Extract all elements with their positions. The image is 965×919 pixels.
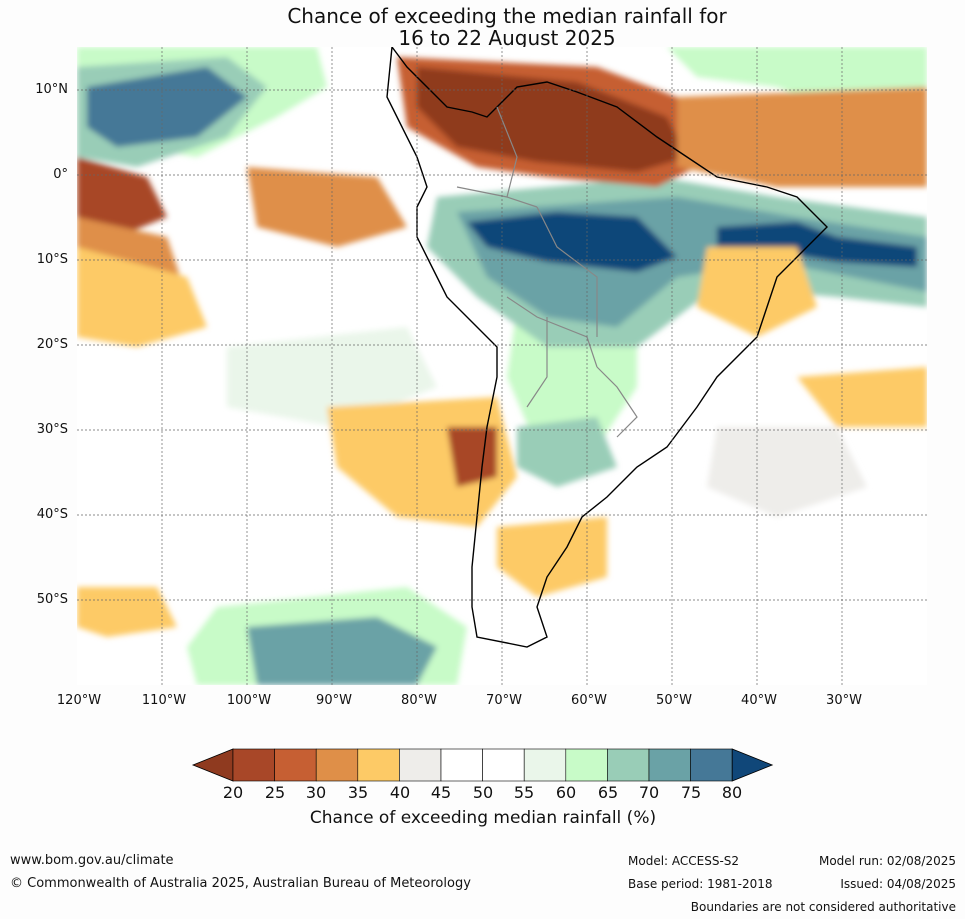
zone-yellow-pacific [77, 247, 207, 347]
zone-teal-south [247, 617, 437, 685]
colorbar-bin [482, 748, 525, 782]
colorbar-bin [607, 748, 650, 782]
lat-label-30s: 30°S [36, 422, 68, 437]
south-america-coastline [386, 47, 828, 648]
zone-orange-atlantic [677, 87, 927, 187]
map-title-line1: Chance of exceeding the median rainfall … [287, 4, 727, 28]
lon-label-90w: 90°W [316, 693, 352, 708]
zone-blue-north [87, 67, 247, 147]
colorbar-tick-70: 70 [638, 783, 660, 802]
lat-label-40s: 40°S [36, 507, 68, 522]
lon-label-50w: 50°W [656, 693, 692, 708]
colorbar-tick-45: 45 [430, 783, 452, 802]
colorbar-bin [315, 748, 359, 782]
footer-model-run: Model run: 02/08/2025 [818, 854, 956, 868]
colorbar-tick-35: 35 [347, 783, 369, 802]
lon-label-70w: 70°W [486, 693, 522, 708]
lon-label-80w: 80°W [401, 693, 437, 708]
zone-teal-central [517, 417, 617, 487]
colorbar [191, 748, 774, 782]
footer-issued: Issued: 04/08/2025 [840, 877, 956, 891]
lat-label-10n: 10°N [35, 82, 68, 97]
country-borders [456, 106, 638, 438]
colorbar-bin [274, 748, 317, 782]
lon-label-120w: 120°W [56, 693, 102, 708]
colorbar-bin [648, 748, 691, 782]
zone-grey-east [707, 427, 867, 517]
colorbar-bin [357, 748, 400, 782]
colorbar-tick-20: 20 [222, 783, 244, 802]
zone-dark-blue-amazon [467, 212, 677, 272]
lon-label-60w: 60°W [571, 693, 607, 708]
colorbar-tick-60: 60 [555, 783, 577, 802]
zone-yellow-south-pacific [77, 587, 177, 637]
colorbar-tick-75: 75 [680, 783, 702, 802]
lat-label-50s: 50°S [36, 592, 68, 607]
colorbar-tick-65: 65 [597, 783, 619, 802]
rainfall-probability-map [77, 47, 927, 685]
map-title-line2: 16 to 22 August 2025 [398, 26, 616, 50]
colorbar-tick-55: 55 [513, 783, 535, 802]
colorbar-tick-25: 25 [264, 783, 286, 802]
colorbar-bin [440, 748, 483, 782]
zone-orange-eq-pacific [247, 167, 407, 247]
zone-yellow-argentina [497, 517, 607, 597]
lon-label-40w: 40°W [741, 693, 777, 708]
lon-label-100w: 100°W [226, 693, 272, 708]
colorbar-bin [523, 748, 567, 782]
footer-url[interactable]: www.bom.gov.au/climate [10, 853, 174, 868]
map-gridlines [77, 47, 927, 685]
colorbar-bin [565, 748, 608, 782]
zone-brown-pacific-west [77, 157, 167, 237]
colorbar-tick-50: 50 [472, 783, 494, 802]
colorbar-bin [232, 748, 275, 782]
footer-copyright: © Commonwealth of Australia 2025, Austra… [10, 876, 471, 891]
colorbar-tick-80: 80 [721, 783, 743, 802]
zone-yellow-east-atlantic [797, 367, 927, 427]
lon-label-30w: 30°W [826, 693, 862, 708]
footer-model: Model: ACCESS-S2 [628, 854, 740, 868]
lat-label-0: 0° [53, 167, 68, 182]
colorbar-tick-30: 30 [305, 783, 327, 802]
colorbar-tick-40: 40 [389, 783, 411, 802]
zone-dark-brown-caribbean [417, 67, 687, 172]
colorbar-bin [399, 748, 442, 782]
zone-dark-blue-east [717, 222, 917, 267]
footer-boundaries-note: Boundaries are not considered authoritat… [690, 900, 956, 914]
footer-base-period: Base period: 1981-2018 [628, 877, 773, 891]
lat-label-10s: 10°S [36, 252, 68, 267]
colorbar-bin [690, 748, 733, 782]
colorbar-title: Chance of exceeding median rainfall (%) [309, 808, 657, 828]
colorbar-extend-high [731, 748, 774, 782]
lon-label-110w: 110°W [141, 693, 187, 708]
lat-label-20s: 20°S [36, 337, 68, 352]
colorbar-extend-low [191, 748, 234, 782]
